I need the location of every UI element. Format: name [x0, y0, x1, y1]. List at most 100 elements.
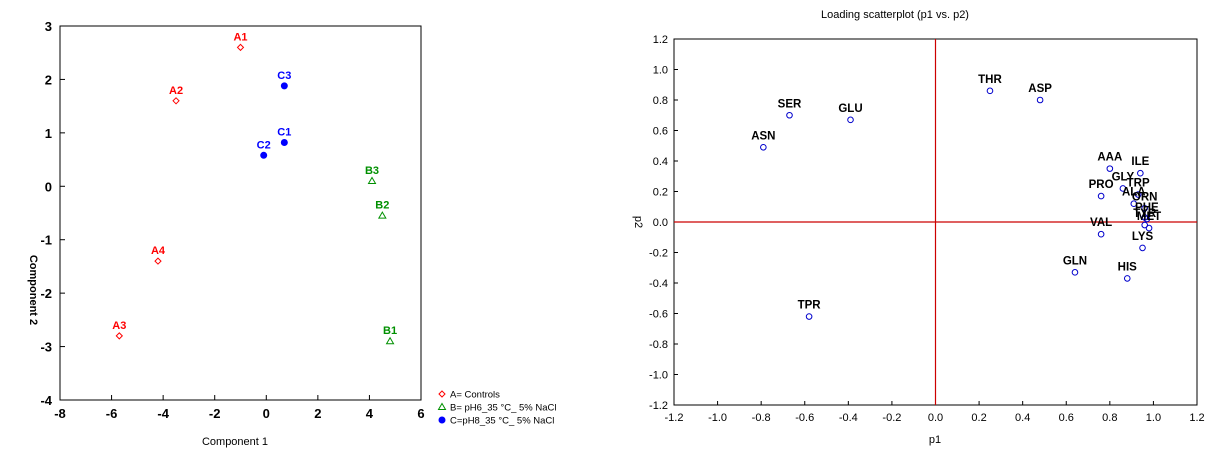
legend-marker	[438, 390, 446, 398]
loading-point-label: ASP	[1028, 83, 1052, 95]
y-tick-label: 1	[45, 126, 52, 141]
loading-point-label: LYS	[1132, 231, 1154, 243]
x-tick-label: -0.6	[795, 412, 814, 424]
loading-point	[1119, 185, 1127, 192]
y-tick-label: -0.6	[649, 309, 668, 321]
loading-point-label: HIS	[1118, 261, 1138, 273]
loading-plot-x-axis-label: p1	[929, 434, 941, 446]
score-plot-panel: -8 -6 -4 -2 0 2 4 6 -4 -3 -2 -1 0 1 2 3 Component 1 Co…	[27, 19, 557, 448]
loading-point-label: ALA	[1122, 187, 1146, 199]
score-point-label: B1	[383, 325, 397, 337]
loading-point-label: ASN	[751, 130, 775, 142]
loading-point	[1071, 269, 1079, 276]
loading-point	[847, 116, 854, 124]
score-point-label: A1	[233, 31, 247, 43]
x-tick-label: 1.0	[1146, 412, 1161, 424]
loading-point-label: PHE	[1135, 202, 1159, 214]
x-tick-label: -1.0	[708, 412, 727, 424]
loading-point-label: PRO	[1089, 179, 1114, 191]
x-tick-label: 0.8	[1102, 412, 1117, 424]
y-tick-label: 2	[45, 72, 52, 87]
loading-point	[1123, 275, 1131, 282]
score-point	[280, 138, 288, 146]
score-point-label: A3	[112, 320, 126, 332]
y-tick-label: -0.2	[649, 248, 668, 260]
x-tick-label: 0.2	[971, 412, 986, 424]
score-point-label: A4	[151, 245, 166, 257]
x-tick-label: 6	[417, 406, 424, 421]
x-tick-label: 0.0	[928, 412, 943, 424]
legend-marker	[438, 416, 446, 424]
x-tick-label: 2	[314, 406, 321, 421]
score-plot-legend: A= Controls B= pH6_35 °C_ 5% NaCl C=pH8_35…	[437, 390, 557, 427]
score-point	[236, 43, 245, 52]
loading-point	[1097, 192, 1105, 200]
loading-plot-y-axis-label: p2	[632, 216, 644, 228]
score-point-label: C2	[257, 139, 271, 151]
y-tick-label: 0.0	[653, 217, 668, 229]
y-tick-label: 0.4	[653, 156, 668, 168]
loading-point	[1141, 204, 1148, 212]
legend-label: A= Controls	[450, 390, 500, 401]
loading-point	[1139, 244, 1146, 252]
score-point	[367, 176, 377, 184]
x-tick-label: -2	[209, 406, 221, 421]
y-tick-label: 0.8	[653, 95, 668, 107]
loading-point	[1141, 221, 1148, 229]
y-tick-label: -1.0	[649, 370, 668, 382]
y-tick-label: -1.2	[649, 400, 668, 412]
loading-plot-title: Loading scatterplot (p1 vs. p2)	[821, 9, 969, 21]
loading-plot-x-axis: -1.2 -1.0 -0.8 -0.6 -0.4 -0.2 0.0 0.2 0.4 0.6 0.8 1…	[665, 401, 1205, 424]
score-plot-points: A1 A2 A3 A4 B1 B2 B3 C1 C2 C3	[112, 31, 397, 345]
score-point	[377, 211, 387, 219]
x-tick-label: -0.4	[839, 412, 858, 424]
loading-point	[1130, 200, 1138, 207]
y-tick-label: 0	[45, 179, 52, 194]
loading-point-label: TRP	[1127, 178, 1150, 190]
score-plot-y-axis-label: Component 2	[27, 255, 39, 325]
x-tick-label: 0	[263, 406, 270, 421]
x-tick-label: -4	[157, 406, 169, 421]
loading-point-label: GLY	[1112, 171, 1135, 183]
loading-point-label: GLU	[838, 103, 862, 115]
y-tick-label: -1	[40, 233, 52, 248]
score-point	[260, 151, 268, 159]
loading-point-label: ILE	[1131, 156, 1149, 168]
loading-point	[1106, 165, 1114, 172]
x-tick-label: -0.2	[882, 412, 901, 424]
y-tick-label: -0.4	[649, 278, 668, 290]
x-tick-label: 1.2	[1189, 412, 1204, 424]
y-tick-label: 3	[45, 19, 52, 34]
y-tick-label: 0.6	[653, 126, 668, 138]
loading-point-label: GLN	[1063, 255, 1087, 267]
loading-point	[786, 111, 793, 119]
y-tick-label: -0.8	[649, 339, 668, 351]
legend-label: C=pH8_35 °C_ 5% NaCl	[450, 416, 554, 427]
x-tick-label: -0.8	[752, 412, 771, 424]
y-tick-label: 1.0	[653, 65, 668, 77]
score-point	[172, 97, 180, 105]
y-tick-label: 1.2	[653, 34, 668, 46]
loading-point-label: ORN	[1132, 191, 1158, 203]
loading-point	[760, 143, 767, 151]
y-tick-label: -3	[40, 340, 52, 355]
x-tick-label: 0.6	[1059, 412, 1074, 424]
loading-point-label: VAL	[1090, 217, 1112, 229]
x-tick-label: -6	[106, 406, 118, 421]
score-plot-x-axis: -8 -6 -4 -2 0 2 4 6	[54, 395, 425, 421]
score-point	[154, 257, 162, 265]
score-plot-frame	[59, 25, 422, 401]
score-point	[280, 82, 288, 90]
loading-point-label: TYR	[1133, 208, 1157, 220]
legend-marker	[437, 402, 447, 410]
score-plot-x-axis-label: Component 1	[202, 436, 268, 448]
x-tick-label: -1.2	[665, 412, 684, 424]
loading-point-label: MET	[1137, 211, 1161, 223]
loading-point-label: AAA	[1097, 152, 1122, 164]
loading-plot-panel: Loading scatterplot (p1 vs. p2) -1.2 -1.0…	[632, 9, 1205, 446]
y-tick-label: -2	[40, 286, 52, 301]
loading-point	[986, 87, 994, 95]
score-point-label: C3	[277, 70, 291, 82]
